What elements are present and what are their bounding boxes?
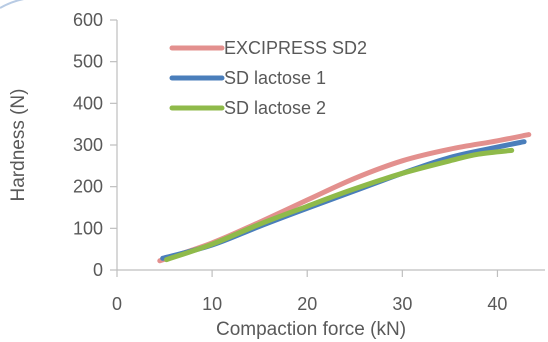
legend-label-1: EXCIPRESS SD2 — [224, 38, 367, 58]
y-tick-label: 100 — [73, 218, 103, 238]
y-axis-title: Hardness (N) — [8, 89, 29, 202]
x-tick-label: 20 — [297, 294, 317, 314]
decorative-corner-arc — [0, 0, 25, 9]
legend: EXCIPRESS SD2 SD lactose 1 SD lactose 2 — [169, 38, 367, 118]
x-axis-title: Compaction force (kN) — [216, 319, 406, 340]
legend-label-3: SD lactose 2 — [224, 98, 326, 118]
x-tick-label: 10 — [202, 294, 222, 314]
x-tick-label: 40 — [487, 294, 507, 314]
series-line-3 — [164, 147, 515, 263]
x-tick-label: 30 — [392, 294, 412, 314]
y-tick-label: 600 — [73, 10, 103, 30]
y-tick-label: 500 — [73, 52, 103, 72]
y-tick-label: 300 — [73, 135, 103, 155]
y-tick-label: 400 — [73, 93, 103, 113]
legend-label-2: SD lactose 1 — [224, 68, 326, 88]
y-tick-label: 200 — [73, 177, 103, 197]
x-tick-label: 0 — [112, 294, 122, 314]
y-tick-label: 0 — [93, 260, 103, 280]
series-lines — [157, 132, 532, 264]
axes: 0 100 200 300 400 500 600 0 10 20 30 40 — [73, 10, 545, 314]
